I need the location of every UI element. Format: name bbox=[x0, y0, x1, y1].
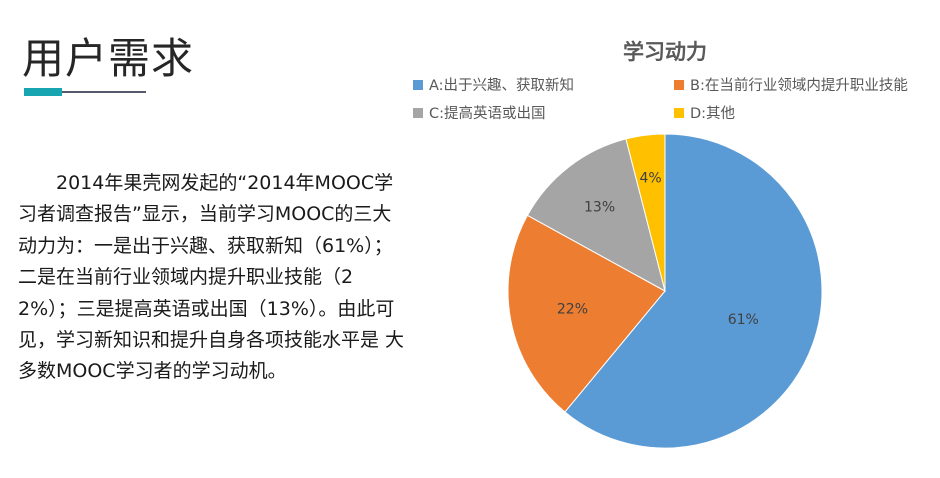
pie-labels: 61% 22% 13% 4% bbox=[557, 170, 759, 328]
pie-slice-b bbox=[507, 214, 666, 413]
legend-swatch-a bbox=[413, 79, 423, 90]
pie-slice-c bbox=[526, 138, 666, 292]
pie-slices bbox=[507, 133, 823, 449]
legend-item-a: A:出于兴趣、获取新知 bbox=[413, 74, 574, 95]
legend-swatch-c bbox=[413, 107, 423, 118]
legend-label-b: B:在当前行业领域内提升职业技能 bbox=[690, 78, 908, 94]
title-underline bbox=[24, 91, 146, 93]
legend-item-d: D:其他 bbox=[674, 102, 735, 123]
pie-label-a: 61% bbox=[728, 312, 759, 328]
pie-label-b: 22% bbox=[557, 302, 588, 318]
pie-chart: 学习动力 A:出于兴趣、获取新知 B:在当前行业领域内提升职业技能 C:提高英语… bbox=[400, 0, 940, 478]
page-title: 用户需求 bbox=[22, 34, 195, 83]
legend-item-b: B:在当前行业领域内提升职业技能 bbox=[674, 74, 908, 95]
pie-label-d: 4% bbox=[640, 170, 662, 186]
body-paragraph: 2014年果壳网发起的“2014年MOOC学习者调查报告”显示，当前学习MOOC… bbox=[18, 172, 405, 383]
legend-swatch-d bbox=[674, 107, 684, 118]
pie-label-c: 13% bbox=[584, 200, 615, 216]
pie-slice-a bbox=[564, 133, 823, 449]
legend-label-a: A:出于兴趣、获取新知 bbox=[429, 78, 575, 94]
title-accent-bar bbox=[24, 88, 62, 96]
legend-label-d: D:其他 bbox=[690, 106, 736, 122]
chart-legend: A:出于兴趣、获取新知 B:在当前行业领域内提升职业技能 C:提高英语或出国 D… bbox=[413, 72, 940, 128]
pie-slice-d bbox=[625, 133, 666, 292]
legend-swatch-b bbox=[674, 79, 684, 90]
legend-item-c: C:提高英语或出国 bbox=[413, 102, 546, 123]
legend-label-c: C:提高英语或出国 bbox=[429, 106, 546, 122]
pie-plot: 61% 22% 13% 4% bbox=[507, 133, 823, 449]
chart-title: 学习动力 bbox=[623, 40, 707, 64]
